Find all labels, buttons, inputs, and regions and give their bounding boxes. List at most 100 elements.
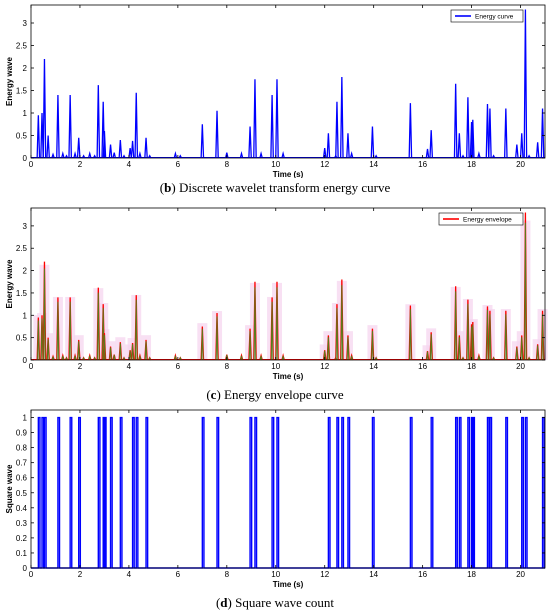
spike-overlay [109,347,112,361]
x-tick-label: 12 [320,570,329,579]
spike [425,148,430,159]
x-tick-label: 10 [271,570,280,579]
spike-overlay [270,301,274,361]
spike-overlay [134,299,138,361]
y-tick-label: 0 [23,356,28,365]
spike-overlay [371,330,374,361]
y-tick-label: 2.5 [16,42,28,51]
x-tick-label: 20 [516,362,525,371]
x-tick-label: 0 [29,570,34,579]
spike-overlay [340,285,344,361]
spike [224,152,229,159]
spike-overlay [515,347,519,361]
y-axis-label: Energy wave [5,56,14,105]
spike [540,108,545,159]
spike-overlay [541,314,544,361]
x-tick-label: 14 [369,160,378,169]
spike-overlay [374,356,378,361]
spike [92,154,97,159]
spike-overlay [461,356,465,361]
x-tick-label: 18 [467,362,476,371]
caption-text: Square wave count [235,595,335,610]
spike-overlay [61,355,65,361]
y-tick-label: 0.5 [16,489,28,498]
spike-overlay [138,355,142,361]
spike-overlay [327,337,330,361]
spike-overlay [40,318,44,361]
spike [374,154,378,159]
caption-letter: b [164,180,172,195]
spike [60,150,65,159]
spike-overlay [93,356,96,361]
spike [470,119,475,159]
x-tick-label: 8 [225,570,230,579]
y-tick-label: 0.4 [16,504,28,513]
y-tick-label: 0.5 [16,334,28,343]
y-tick-label: 1.5 [16,87,28,96]
spike-overlay [122,356,126,361]
spike [335,101,339,159]
y-axis-label: Square wave [5,464,14,513]
spike [339,76,344,159]
spike [346,133,350,159]
energy-envelope-chart: 0 2 4 6 8 10 12 14 16 18 20 0 0.5 1 1.5 2 2.5 3 Time (s) En… [5,207,548,381]
spike-overlay [119,343,122,361]
x-axis-label: Time (s) [273,580,304,589]
caption-letter: d [220,595,228,610]
spike [535,142,540,159]
spike-overlay [68,301,72,361]
spike-overlay [82,356,85,361]
spike [488,108,492,159]
spike [118,139,123,159]
spike-overlay [492,356,495,361]
caption-letter: c [210,387,217,402]
spike-overlay [346,337,350,361]
x-tick-label: 6 [176,362,181,371]
spike [466,97,470,159]
spike-overlay [477,355,481,361]
spike [477,150,481,159]
spike-overlay [73,355,77,361]
spike-overlay [248,330,252,361]
y-axis-label: Energy wave [5,259,14,308]
y-tick-label: 1.5 [16,289,28,298]
spike [36,115,41,159]
spike-overlay [43,268,46,361]
spike [134,92,139,159]
y-tick-label: 1 [23,311,28,320]
spike [215,110,219,159]
x-tick-label: 10 [271,362,280,371]
x-tick-label: 12 [320,362,329,371]
spike-overlay [225,354,229,361]
spike-overlay [131,344,134,361]
x-tick-label: 18 [467,160,476,169]
spike-overlay [148,356,151,361]
y-tick-label: 0 [23,564,28,573]
spike-overlay [426,351,429,361]
caption-c: (c) Energy envelope curve [206,387,344,402]
spike-overlay [486,310,489,361]
legend-label: Energy envelope [463,217,512,224]
y-tick-label: 0.2 [16,534,28,543]
spike [270,94,274,159]
spike [81,154,86,159]
spike [102,130,107,159]
y-tick-label: 2.5 [16,244,28,253]
spike [108,144,113,159]
caption-text: Energy envelope curve [224,387,344,402]
series-line [31,9,545,159]
spike-overlay [103,335,106,361]
legend-box [450,9,524,23]
y-tick-label: 2 [23,64,28,73]
y-tick-label: 2 [23,267,28,276]
spike-overlay [536,345,539,361]
x-tick-label: 16 [418,570,427,579]
x-tick-label: 18 [467,570,476,579]
spike-overlay [524,222,527,361]
spike [491,154,496,159]
spike-overlay [174,355,177,361]
spike [457,133,462,159]
x-tick-label: 14 [369,570,378,579]
spike-overlay [323,350,327,361]
caption-b: (b) Discrete wavelet transform energy cu… [159,180,391,195]
